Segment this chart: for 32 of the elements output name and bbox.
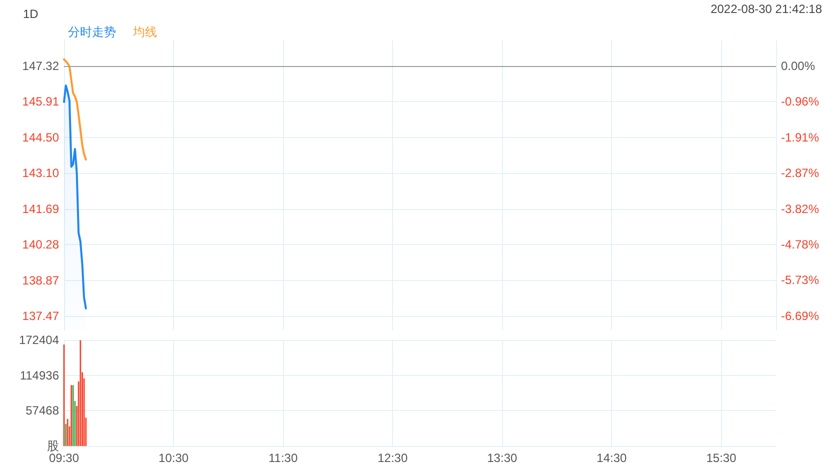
x-tick-label: 12:30 — [378, 451, 408, 465]
y-tick-label: 57468 — [26, 404, 60, 418]
y2-tick-label: -3.82% — [781, 202, 820, 216]
text: 2022-08-30 21:42:18 — [710, 2, 822, 16]
x-tick-label: 10:30 — [158, 451, 189, 465]
y-tick-label: 144.50 — [22, 130, 60, 145]
y2-tick-label: -6.69% — [781, 309, 820, 324]
text: 分时走势 — [68, 25, 116, 39]
y-tick-label: 137.47 — [22, 309, 60, 324]
x-tick-label: 11:30 — [268, 451, 298, 465]
chart-title: 1D — [23, 7, 39, 21]
y2-tick-label: -2.87% — [781, 166, 820, 180]
x-tick-label: 13:30 — [487, 451, 518, 465]
text: 均线 — [132, 25, 157, 39]
y2-tick-label: -5.73% — [781, 273, 820, 288]
y2-tick-label: 0.00% — [781, 58, 816, 73]
x-tick-label: 15:30 — [706, 451, 737, 465]
x-tick-label: 14:30 — [596, 451, 628, 465]
y-tick-label: 股 — [47, 439, 59, 453]
y-tick-label: 141.69 — [22, 202, 60, 216]
y-tick-label: 172404 — [18, 333, 60, 347]
y-tick-label: 143.10 — [22, 166, 60, 180]
y-tick-label: 145.91 — [22, 94, 60, 109]
x-tick-label: 09:30 — [48, 451, 80, 465]
y-tick-label: 140.28 — [22, 238, 60, 252]
y-tick-label: 114936 — [20, 368, 60, 382]
y2-tick-label: -1.91% — [781, 130, 820, 144]
y2-tick-label: -4.78% — [781, 238, 820, 252]
y2-tick-label: -0.96% — [781, 94, 820, 109]
line-series — [63, 58, 87, 161]
y-tick-label: 147.32 — [22, 58, 60, 73]
y-tick-label: 138.87 — [22, 273, 60, 288]
